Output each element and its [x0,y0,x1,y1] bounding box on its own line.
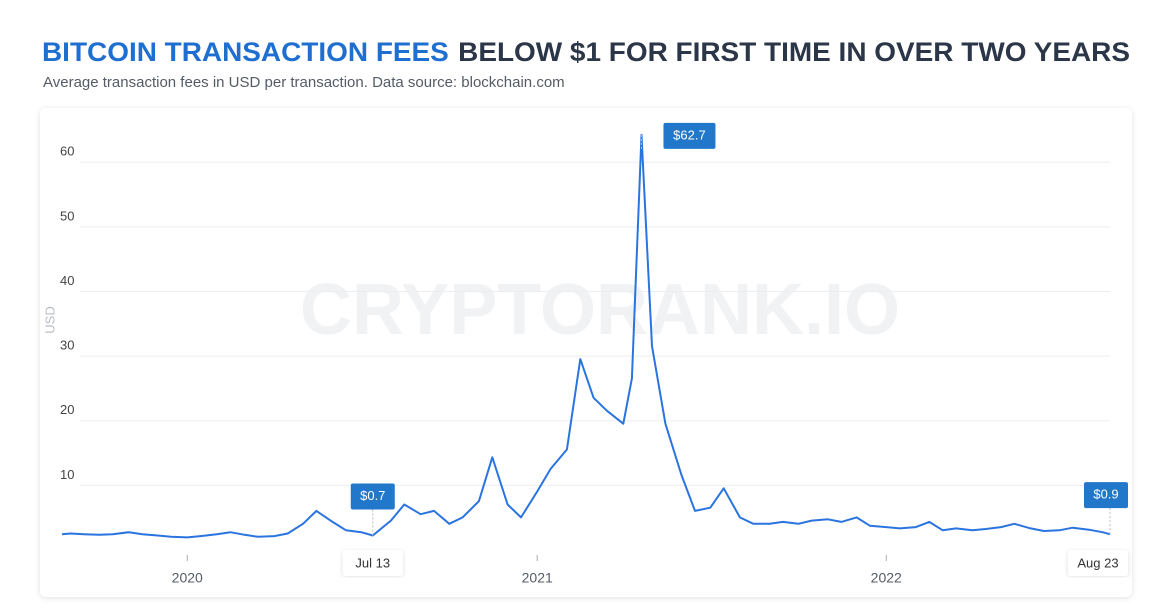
annotation-label: $62.7 [673,127,706,142]
plot: 10 20 30 40 50 60 2020 2021 2022 $0.7 Jul 13 $62.7 $… [60,122,1128,586]
annotation-box [350,483,395,510]
y-tick-label: 10 [60,467,74,482]
y-tick-label: 30 [60,338,74,353]
line [61,133,1111,539]
subtitle: Average transaction fees in USD per tran… [43,74,565,91]
x-label: Jul 13 [355,555,390,570]
watermark: CRYPTORANK.IO [300,270,900,350]
y-tick-label: 40 [60,273,74,288]
x-tick-label: 2020 [172,570,203,586]
x-label: Aug 23 [1077,555,1118,570]
card [40,108,1132,597]
title-highlight: BITCOIN TRANSACTION FEES [42,37,449,67]
x-label-box [342,550,403,576]
x-tick-label: 2021 [522,570,553,586]
annotation-label: $0.9 [1093,487,1118,502]
y-tick-label: 60 [60,144,74,159]
annotation-box [1084,482,1128,509]
annotation-box [663,122,716,149]
title-rest: BELOW $1 FOR FIRST TIME IN OVER TWO YEAR… [458,37,1130,67]
annotation-label: $0.7 [360,488,385,503]
y-tick-label: 20 [60,402,74,417]
chart-title: BITCOIN TRANSACTION FEES BELOW $1 FOR FIR… [42,37,1130,67]
x-label-box [1068,550,1128,576]
y-tick-label: 50 [60,208,74,223]
x-tick-label: 2022 [871,570,902,586]
y-axis-label: USD [42,306,57,333]
